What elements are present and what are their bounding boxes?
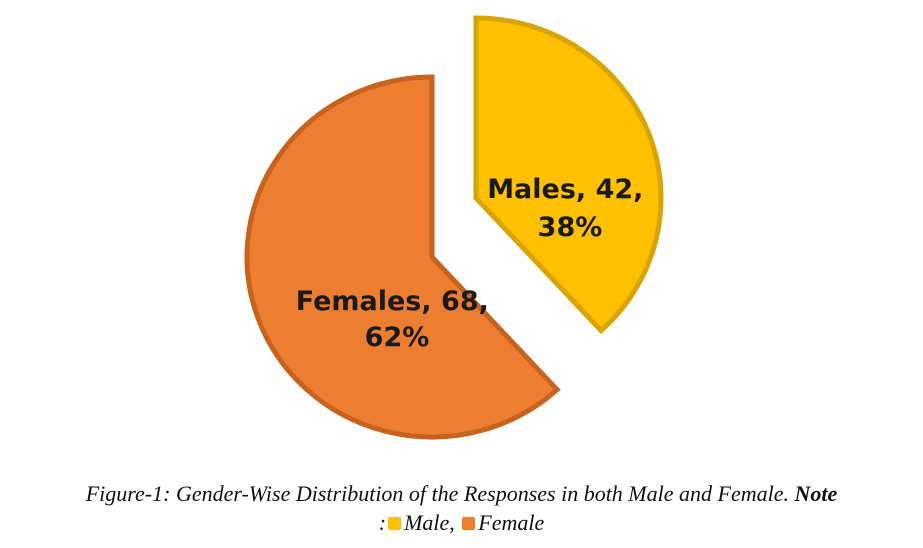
legend-label-male: Male	[404, 510, 449, 535]
figure-caption: Figure-1: Gender-Wise Distribution of th…	[0, 481, 923, 507]
legend-separator: :	[379, 510, 386, 535]
note-label: Note	[794, 481, 837, 506]
pie-chart: Females, 68, 62% Males, 42, 38%	[0, 0, 923, 460]
caption-title: Figure-1: Gender-Wise Distribution of th…	[86, 481, 789, 506]
legend-swatch-female	[462, 517, 475, 530]
legend: : Male, Female	[0, 510, 923, 536]
legend-label-female: Female	[478, 510, 544, 535]
legend-swatch-male	[388, 517, 401, 530]
